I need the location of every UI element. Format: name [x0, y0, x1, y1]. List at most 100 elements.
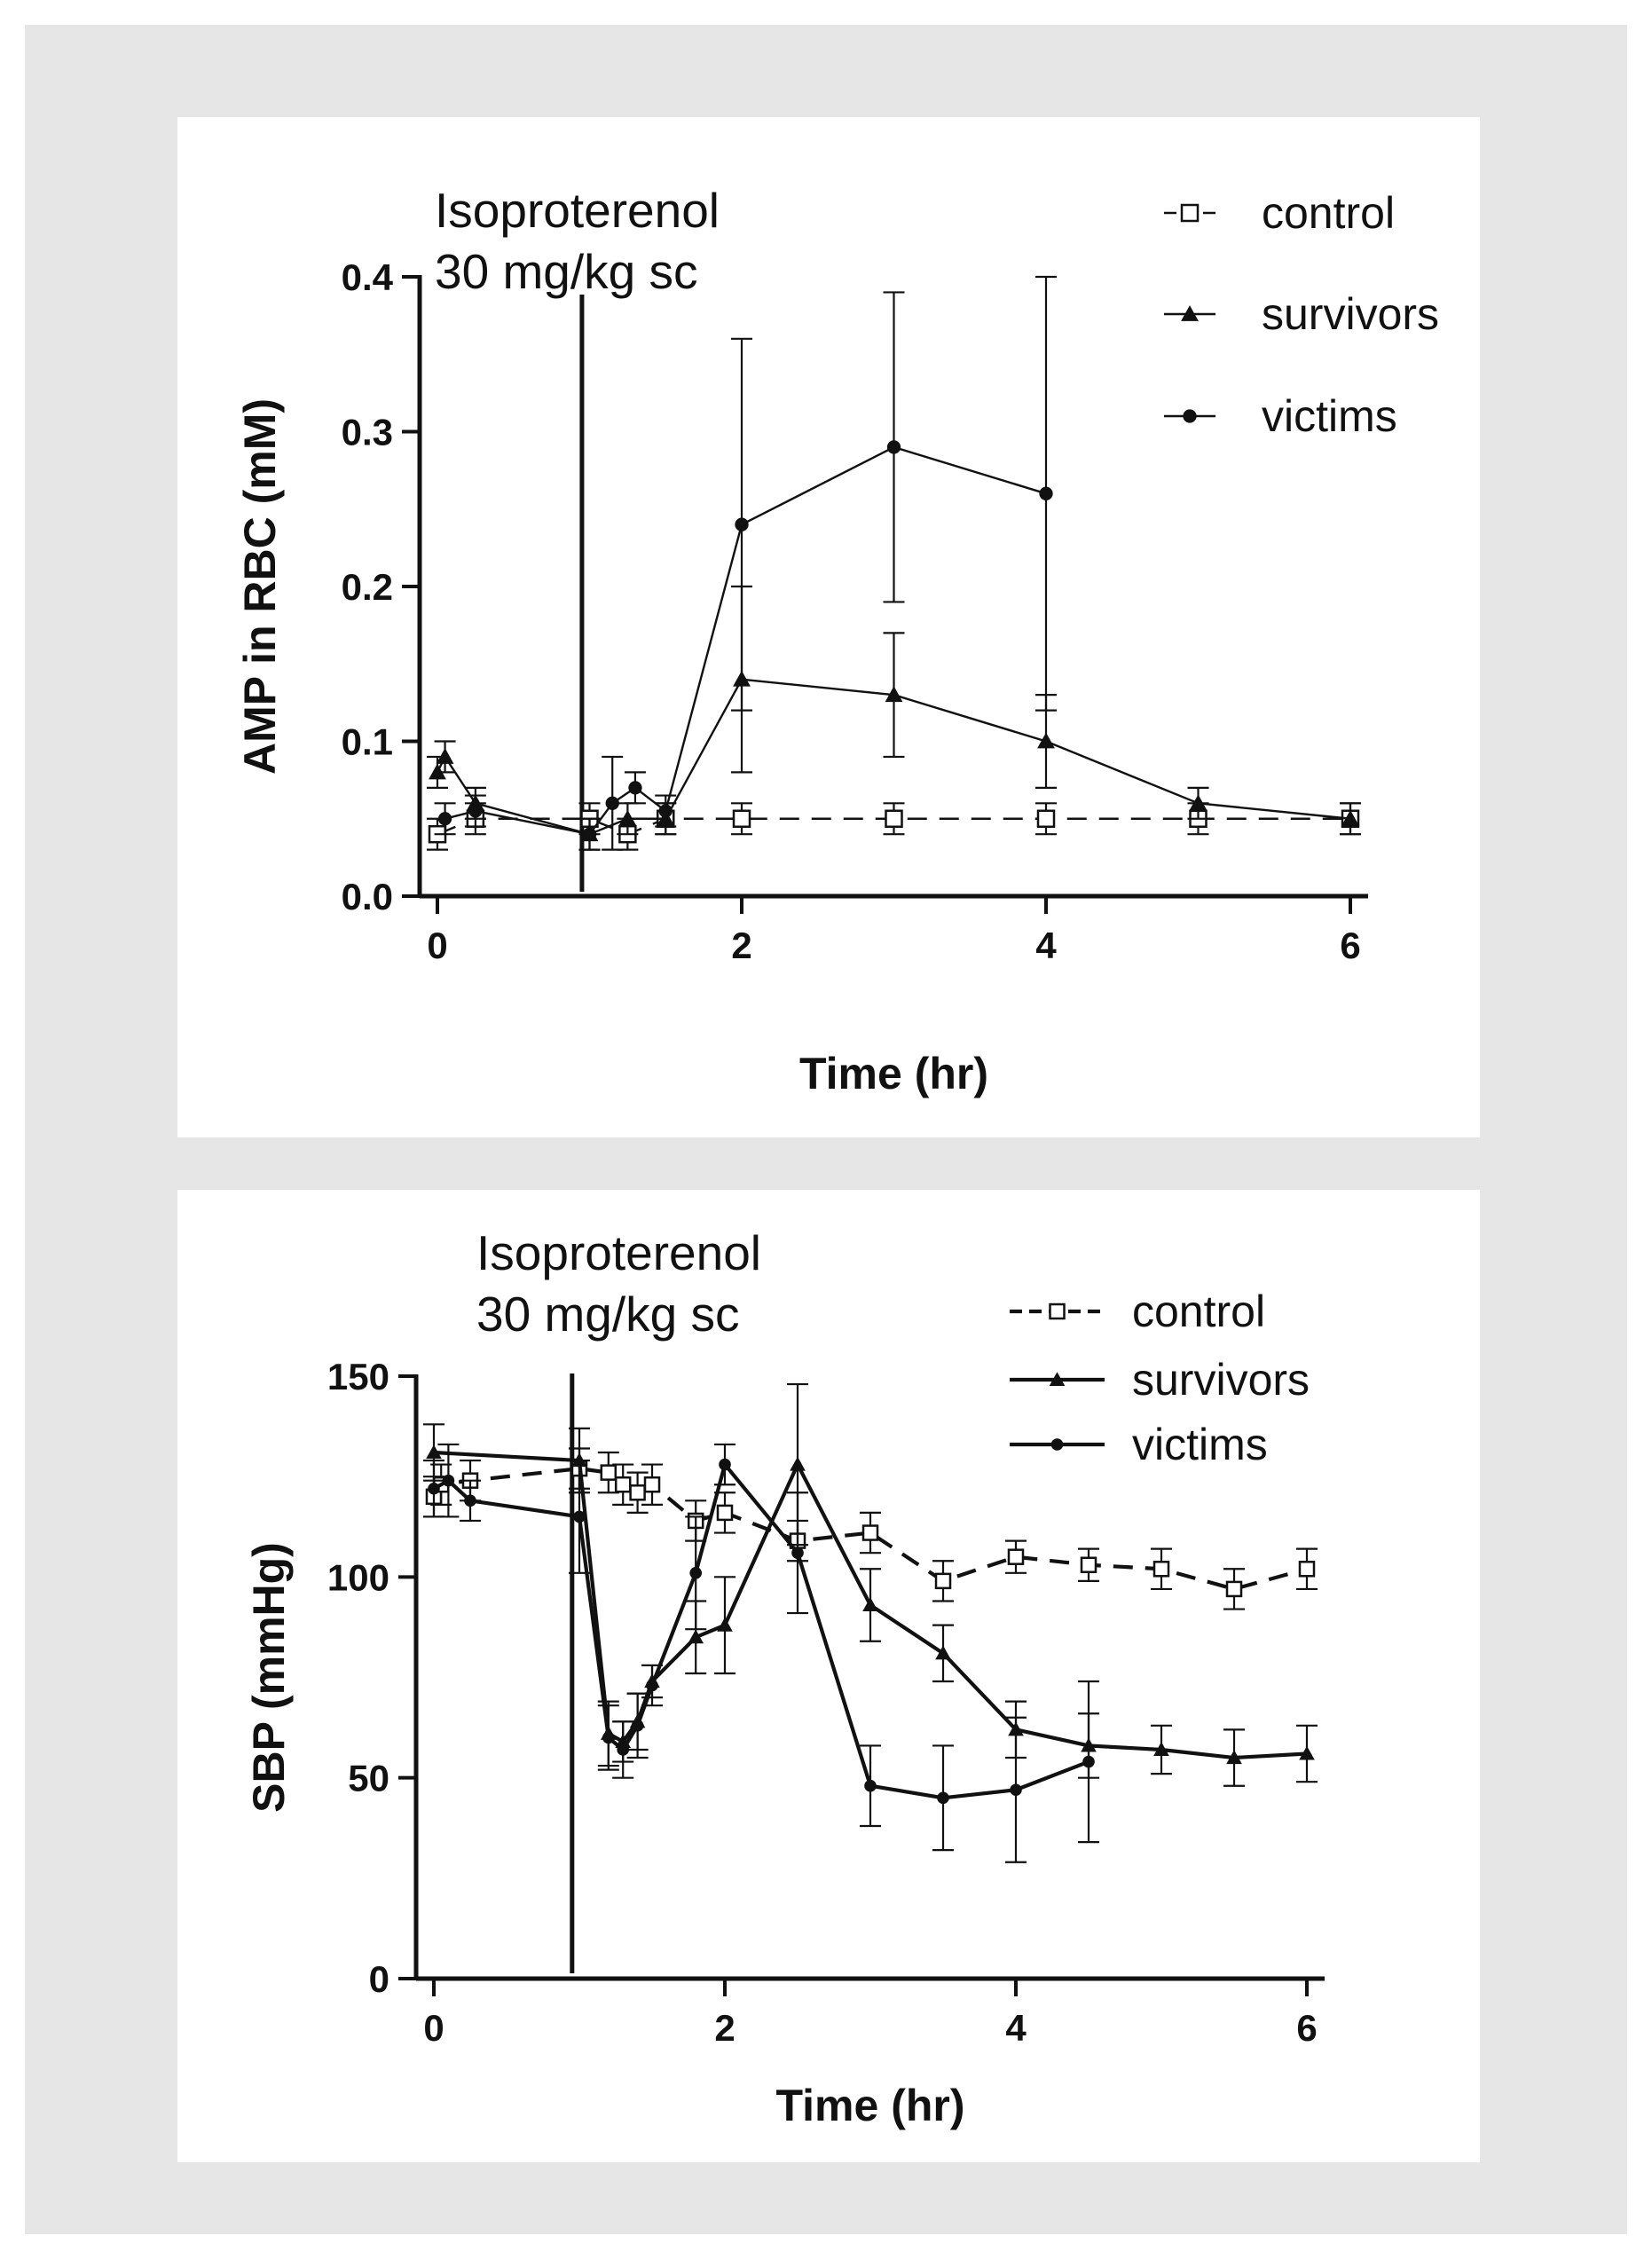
annotation-line-1: Isoproterenol [435, 183, 720, 238]
victims-point [864, 1779, 877, 1792]
y-tick-label: 0.3 [342, 412, 393, 453]
victims-point [689, 1567, 702, 1579]
control-point [885, 809, 903, 828]
amp-chart: 0.0 0.1 0.2 0.3 0.4 0 2 4 6 Time (hr) AMP in RBC (… [235, 183, 1439, 1098]
survivors-point [717, 1617, 733, 1632]
control-point [1007, 1548, 1025, 1565]
legend-victims-label: victims [1262, 391, 1397, 441]
victims-line [432, 1462, 1090, 1800]
figure-background: 0.0 0.1 0.2 0.3 0.4 0 2 4 6 Time (hr) AMP in RBC (… [25, 25, 1627, 2234]
victims-point [617, 1743, 629, 1756]
sbp-chart-panel: 0 50 100 150 0 2 4 6 Time (hr) SBP (mmHg) Isoprote… [177, 1190, 1480, 2162]
victims-point [1010, 1783, 1022, 1797]
control-point [934, 1572, 952, 1590]
survivors-point [426, 1444, 442, 1460]
victims-point [791, 1547, 804, 1559]
amp-chart-panel: 0.0 0.1 0.2 0.3 0.4 0 2 4 6 Time (hr) AMP in RBC (… [177, 117, 1480, 1137]
y-tick-label: 0.4 [342, 256, 394, 298]
y-tick-label: 0.2 [342, 566, 393, 608]
control-point [614, 1476, 632, 1493]
control-point [643, 1476, 661, 1493]
survivors-point [618, 809, 637, 826]
survivors-point [1153, 1742, 1169, 1757]
control-point [1225, 1580, 1243, 1598]
control-point [629, 1484, 646, 1501]
y-tick-label: 50 [348, 1758, 389, 1799]
survivors-point [429, 763, 446, 780]
legend-survivors-marker [1181, 305, 1199, 321]
control-point [716, 1504, 734, 1522]
sbp-legend: control survivors victims [1010, 1287, 1310, 1469]
y-tick-label: 0 [369, 1958, 389, 2000]
x-axis-title: Time (hr) [799, 1049, 988, 1098]
survivors-point [1189, 794, 1208, 811]
annotation-line-2: 30 mg/kg sc [435, 244, 698, 299]
x-tick-label: 6 [1340, 925, 1360, 966]
legend-survivors-label: survivors [1132, 1355, 1310, 1405]
y-axis-title: AMP in RBC (mM) [235, 398, 285, 775]
annotation-line-1: Isoproterenol [476, 1225, 761, 1280]
victims-point [719, 1458, 731, 1471]
sbp-victims-series [423, 1443, 1099, 1863]
survivors-point [885, 686, 903, 703]
survivors-point [1037, 732, 1055, 749]
control-point [1080, 1556, 1097, 1574]
y-axis-title: SBP (mmHg) [244, 1542, 294, 1813]
legend-victims-marker [1050, 1438, 1064, 1451]
legend-control-label: control [1262, 188, 1395, 238]
amp-control-series [427, 802, 1361, 851]
amp-legend: control survivors victims [1164, 188, 1439, 441]
legend-victims-marker [1183, 409, 1197, 423]
x-tick-label: 4 [1035, 925, 1057, 966]
survivors-line [433, 1450, 1308, 1760]
victims-point [628, 781, 642, 795]
legend-victims-label: victims [1132, 1420, 1268, 1469]
victims-point [605, 796, 619, 810]
annotation-line-2: 30 mg/kg sc [476, 1287, 740, 1342]
survivors-point [862, 1597, 878, 1612]
victims-point [573, 1510, 586, 1523]
victims-point [602, 1731, 615, 1744]
control-point [600, 1464, 618, 1481]
y-tick-label: 100 [327, 1556, 389, 1598]
amp-victims-series [434, 275, 1057, 851]
victims-point [886, 440, 901, 454]
victims-point [442, 1474, 455, 1487]
victims-point [658, 804, 673, 818]
legend-survivors-label: survivors [1262, 289, 1439, 339]
victims-point [1039, 486, 1053, 500]
control-point [1152, 1561, 1170, 1578]
control-point [1036, 809, 1056, 828]
control-point [861, 1524, 879, 1541]
survivors-point [935, 1645, 951, 1660]
survivors-point [1341, 809, 1359, 826]
x-tick-label: 2 [714, 2007, 735, 2049]
victims-point [646, 1679, 658, 1692]
legend-control-marker [1180, 203, 1200, 223]
victims-point [468, 804, 483, 818]
y-tick-label: 0.1 [342, 721, 393, 763]
victims-point [428, 1482, 440, 1495]
x-tick-label: 4 [1005, 2007, 1027, 2049]
x-tick-label: 6 [1296, 2007, 1317, 2049]
survivors-point [1226, 1750, 1242, 1765]
y-tick-label: 150 [327, 1356, 389, 1397]
victims-point [464, 1494, 476, 1507]
x-tick-label: 2 [731, 925, 751, 966]
legend-control-label: control [1132, 1287, 1265, 1336]
x-axis-title: Time (hr) [776, 2081, 965, 2130]
victims-point [631, 1720, 644, 1732]
control-point [732, 809, 751, 828]
survivors-point [790, 1456, 806, 1471]
victims-point [735, 517, 749, 531]
x-tick-label: 0 [427, 925, 447, 966]
victims-point [937, 1791, 949, 1805]
survivors-point [1299, 1745, 1315, 1760]
control-point [1298, 1561, 1316, 1578]
sbp-chart: 0 50 100 150 0 2 4 6 Time (hr) SBP (mmHg) Isoprote… [244, 1225, 1325, 2130]
survivors-point [688, 1629, 704, 1644]
y-tick-label: 0.0 [342, 876, 393, 917]
legend-survivors-marker [1049, 1372, 1066, 1387]
victims-point [1082, 1755, 1095, 1768]
victims-line [444, 445, 1047, 836]
